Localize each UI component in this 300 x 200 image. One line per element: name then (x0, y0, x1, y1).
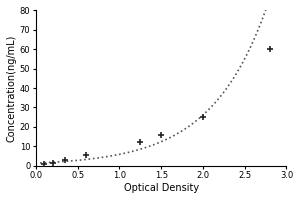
Y-axis label: Concentration(ng/mL): Concentration(ng/mL) (7, 34, 17, 142)
X-axis label: Optical Density: Optical Density (124, 183, 199, 193)
